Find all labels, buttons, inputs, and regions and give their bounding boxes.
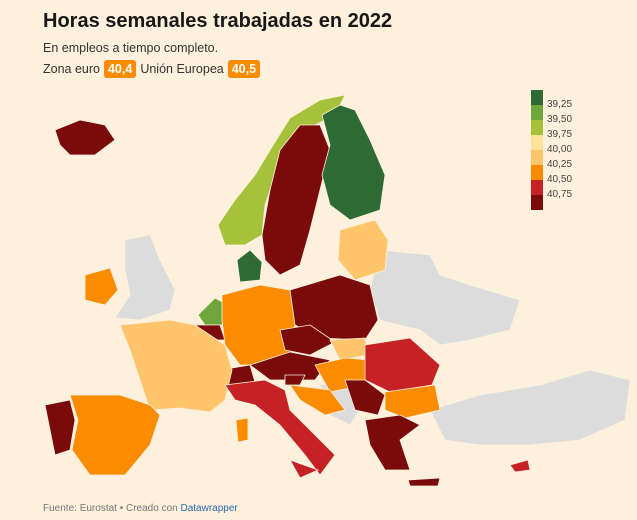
country-greece[interactable] — [364, 414, 421, 471]
country-portugal[interactable] — [44, 399, 76, 456]
country-uk[interactable] — [114, 234, 176, 321]
legend-swatch — [531, 90, 543, 105]
legend-label: 40,00 — [547, 144, 573, 155]
legend-label: 39,75 — [547, 129, 573, 140]
legend-swatch — [531, 180, 543, 195]
country-romania[interactable] — [364, 337, 441, 393]
legend-label: 40,25 — [547, 159, 573, 170]
legend-label: 39,25 — [547, 99, 573, 110]
country-germany[interactable] — [221, 284, 296, 366]
country-iceland[interactable] — [54, 119, 116, 156]
country-slovakia[interactable] — [329, 337, 369, 361]
country-ireland[interactable] — [84, 267, 119, 306]
country-italy[interactable] — [224, 379, 336, 476]
eu-badge: 40,5 — [227, 60, 261, 78]
euro-label: Zona euro — [43, 62, 100, 76]
country-greyeast[interactable] — [369, 249, 521, 346]
country-norway[interactable] — [217, 94, 346, 246]
country-denmark[interactable] — [236, 249, 263, 283]
country-spain[interactable] — [69, 394, 161, 476]
legend-label: 39,50 — [547, 114, 573, 125]
eu-label: Unión Europea — [140, 62, 224, 76]
country-baltics[interactable] — [337, 219, 389, 281]
legend-swatch — [531, 165, 543, 180]
country-sardinia[interactable] — [235, 417, 249, 443]
color-legend: 39,25 39,50 39,75 40,00 40,25 40,50 40,75 — [531, 90, 572, 210]
footer: Fuente: Eurostat • Creado con Datawrappe… — [43, 503, 238, 514]
legend-label: 40,75 — [547, 189, 573, 200]
country-bulgaria[interactable] — [384, 384, 441, 419]
legend-swatch — [531, 150, 543, 165]
country-czechia[interactable] — [279, 324, 336, 356]
country-crete[interactable] — [407, 477, 441, 487]
averages: Zona euro 40,4 Unión Europea 40,5 — [43, 60, 261, 78]
country-slovenia[interactable] — [284, 374, 306, 386]
country-sicily[interactable] — [289, 459, 320, 479]
legend-swatch — [531, 105, 543, 120]
legend-swatch — [531, 120, 543, 135]
country-serbia[interactable] — [344, 379, 386, 416]
chart-subtitle: En empleos a tiempo completo. — [43, 41, 219, 55]
chart-title: Horas semanales trabajadas en 2022 — [43, 10, 393, 32]
country-cyprus[interactable] — [509, 459, 531, 473]
country-croatia[interactable] — [289, 384, 346, 416]
legend-swatch — [531, 135, 543, 150]
country-turkey[interactable] — [429, 369, 631, 446]
country-france[interactable] — [119, 319, 233, 413]
datawrapper-link[interactable]: Datawrapper — [180, 503, 238, 514]
euro-badge: 40,4 — [103, 60, 137, 78]
legend-label: 40,50 — [547, 174, 573, 185]
country-finland[interactable] — [321, 104, 386, 221]
legend-swatch — [531, 195, 543, 210]
